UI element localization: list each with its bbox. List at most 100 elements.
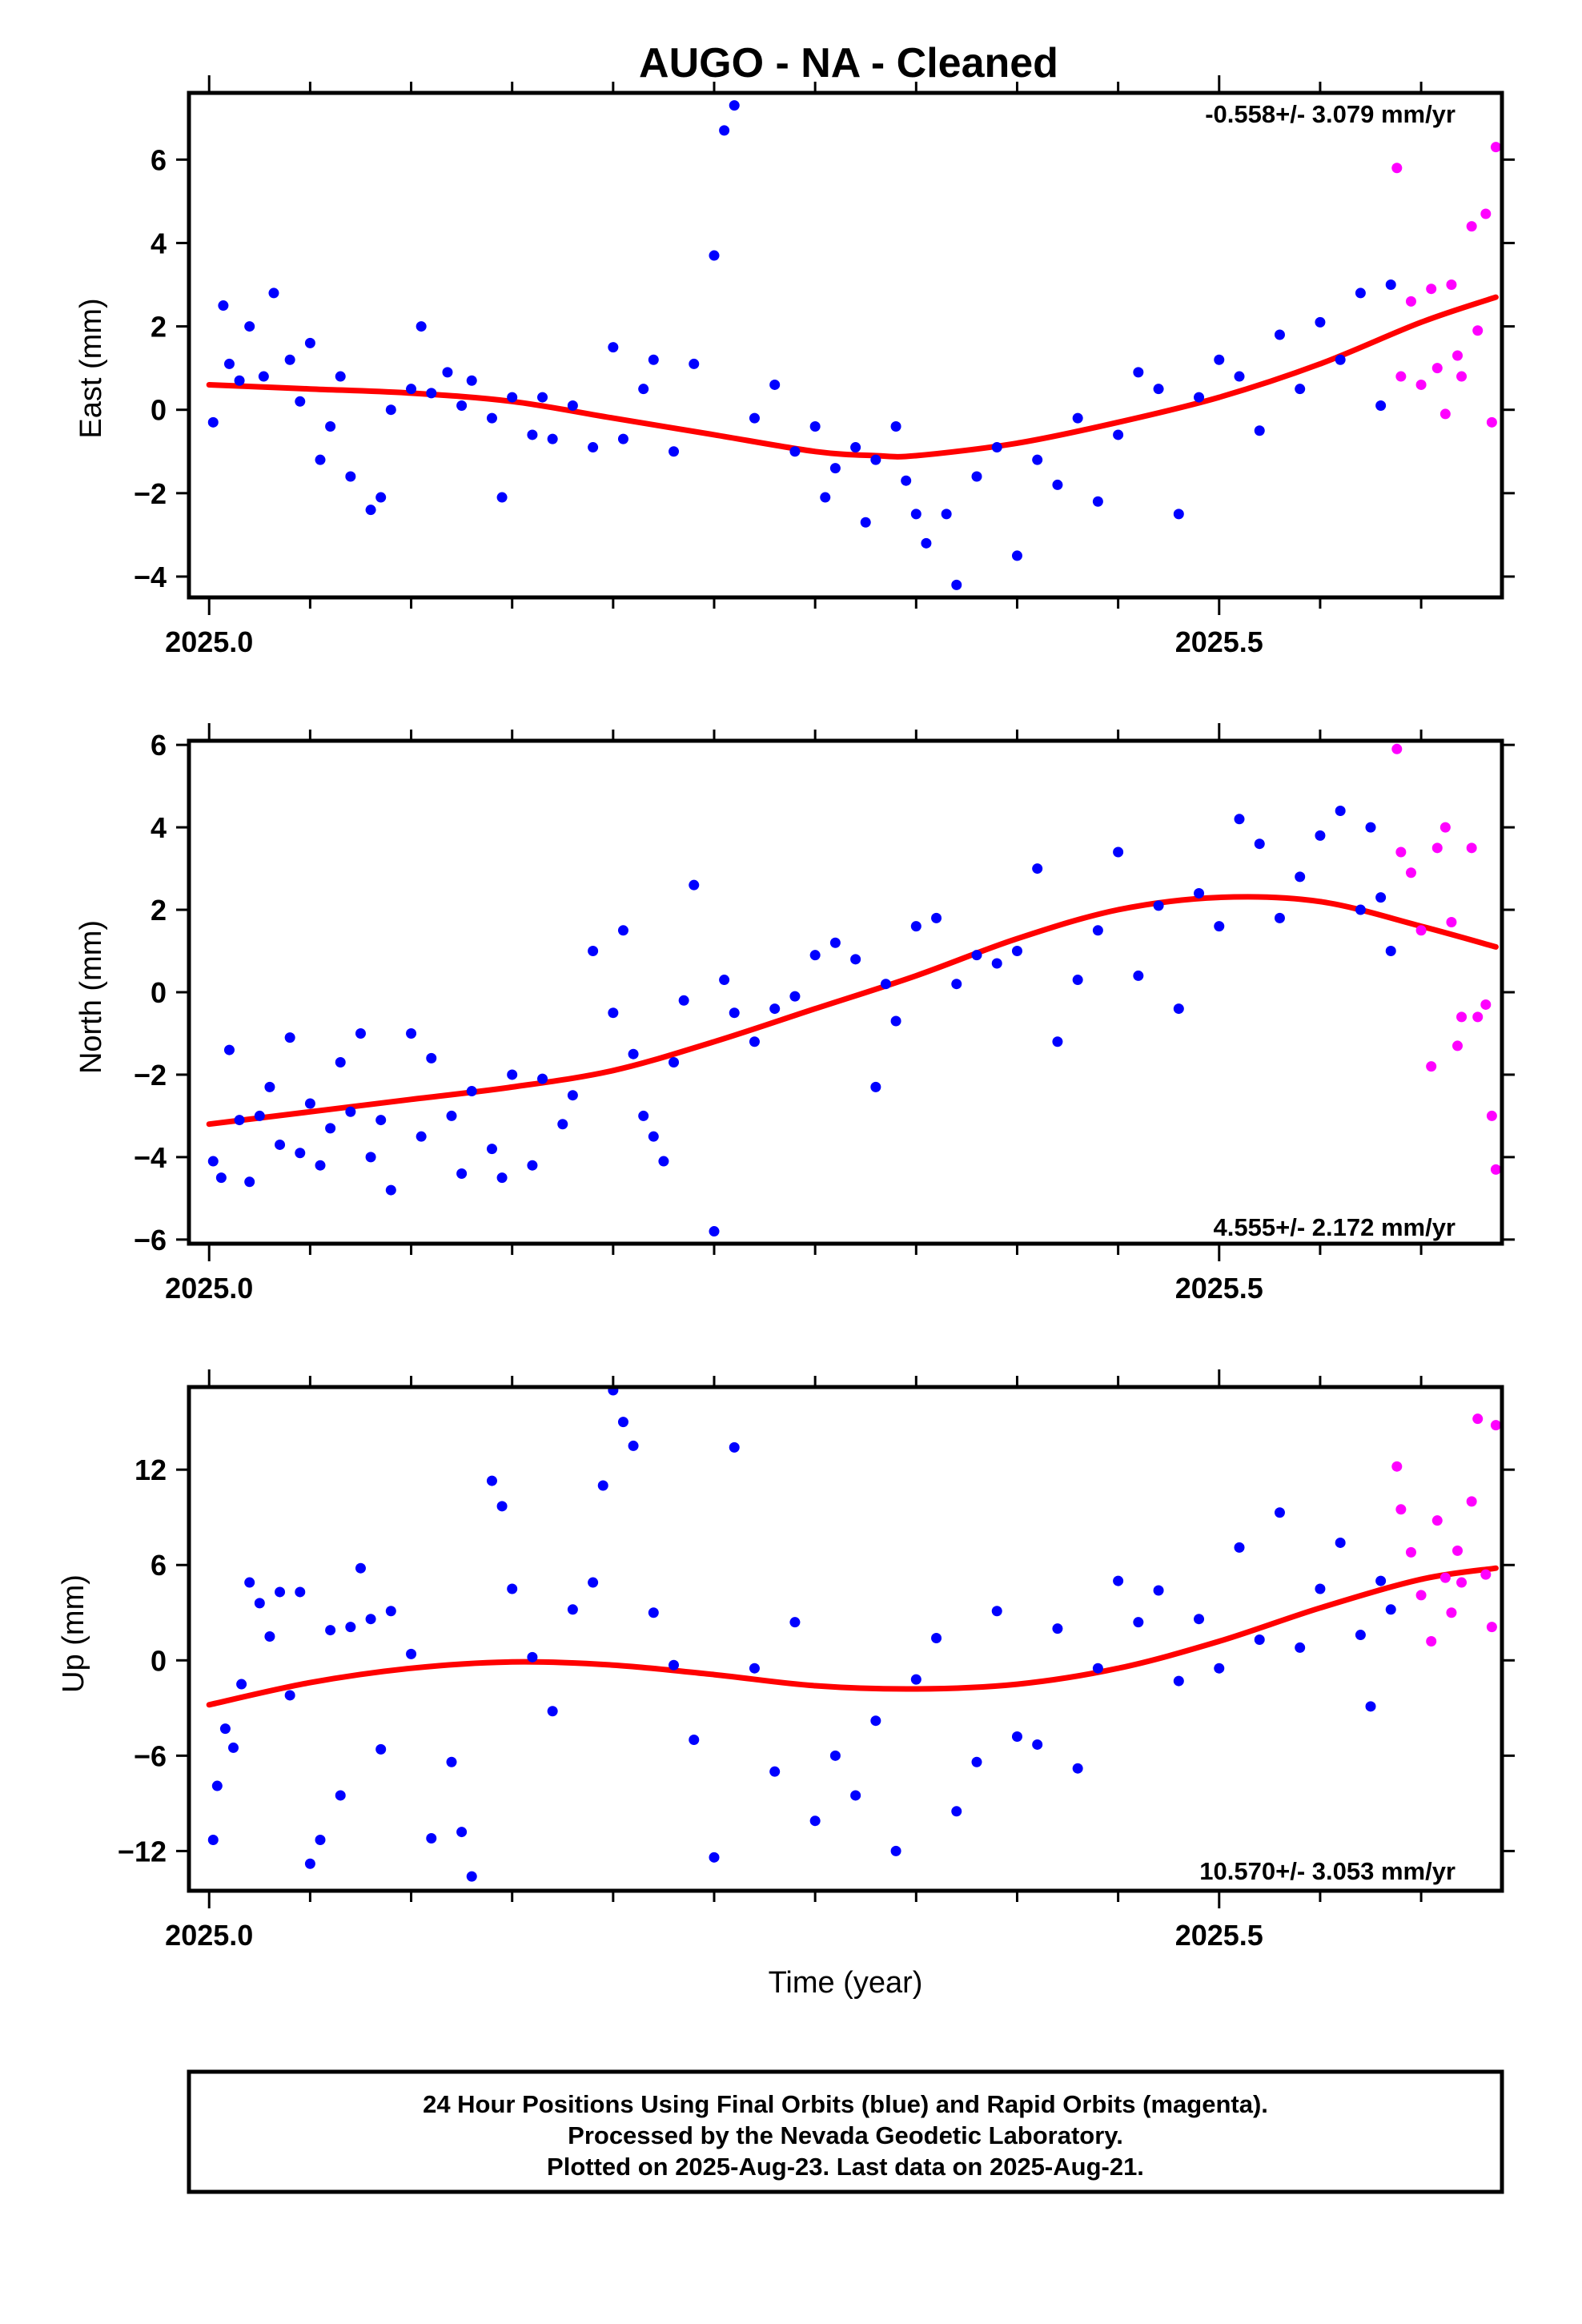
east-final-point [689,358,700,369]
north-final-point [1214,921,1225,932]
up-y-tick-label: 12 [135,1454,167,1486]
up-x-tick-label: 2025.0 [165,1919,253,1952]
east-x-tick-label: 2025.5 [1175,625,1263,658]
north-final-point [809,950,821,961]
east-final-point [1274,329,1285,340]
up-final-point [1295,1642,1306,1653]
north-final-point [1194,887,1205,899]
up-final-point [284,1690,295,1701]
north-final-point [234,1115,245,1126]
east-final-point [268,287,279,299]
north-final-point [406,1027,417,1039]
north-rapid-point [1391,743,1403,754]
caption-line-2: Processed by the Nevada Geodetic Laborat… [568,2121,1123,2149]
north-final-point [304,1098,315,1109]
north-final-point [729,1007,740,1019]
east-final-point [223,358,235,369]
north-final-point [951,979,962,990]
up-final-point [1315,1583,1326,1594]
north-final-point [829,937,841,948]
north-x-tick-label: 2025.5 [1175,1272,1263,1305]
up-final-point [789,1617,801,1628]
east-final-point [284,354,295,365]
east-final-point [1194,392,1205,403]
up-final-point [228,1742,239,1753]
east-final-point [385,404,396,416]
north-final-point [850,954,861,965]
north-y-tick-label: 4 [151,811,167,844]
north-axes: 2025.0 2025.5 −6 −4 −2 0 2 4 6 [134,723,1515,1305]
east-final-point [991,442,1002,453]
up-axis-label: Up (mm) [57,1574,90,1693]
up-rapid-point [1395,1504,1407,1515]
east-final-point [527,429,538,440]
north-final-point [769,1003,781,1015]
east-final-point [207,416,219,428]
north-y-tick-label: −6 [134,1224,167,1256]
east-final-point [1153,384,1164,395]
east-final-point [860,517,871,528]
up-final-point [345,1622,356,1633]
east-rapid-point [1480,208,1492,219]
up-rapid-point [1391,1461,1403,1472]
caption-box [187,2069,1504,2194]
east-final-point [870,454,881,465]
north-final-point [557,1119,568,1130]
east-y-tick-label: −2 [134,477,167,510]
east-final-point [719,125,730,136]
up-rapid-point [1486,1622,1497,1633]
up-final-point [951,1806,962,1817]
north-rapid-point [1415,925,1427,936]
north-final-point [466,1086,477,1097]
north-fit-curve [206,894,1499,1128]
east-axis-label: East (mm) [74,298,108,438]
north-final-point [1385,946,1396,957]
east-final-point [910,509,921,520]
up-final-point [597,1480,608,1491]
north-final-point [1295,871,1306,883]
north-final-point [223,1044,235,1055]
up-panel: 2025.0 2025.5 −12 −6 0 6 12 Up (mm) 10.570+/- … [57,1369,1515,1952]
north-final-point [335,1057,346,1068]
up-final-point [1092,1663,1103,1674]
north-final-point [325,1123,336,1134]
east-final-point [729,100,740,111]
east-final-point [1295,384,1306,395]
east-final-point [941,509,952,520]
up-final-point [275,1586,286,1598]
east-rapid-point [1431,363,1443,374]
north-fit-layer [206,894,1499,1128]
east-final-point [304,337,315,348]
north-final-point [1133,970,1144,981]
north-final-point [1335,806,1346,817]
up-final-point [567,1604,578,1615]
north-rapid-point [1466,842,1477,854]
east-final-point [1254,425,1265,436]
east-final-point [1092,496,1103,507]
north-rapid-point [1480,999,1492,1010]
east-final-point [850,442,861,453]
north-final-point [880,979,891,990]
north-final-point [567,1090,578,1101]
east-final-point [295,396,306,407]
east-final-point [1355,287,1366,299]
north-final-point [709,1226,720,1237]
up-final-point [325,1625,336,1636]
up-plot-frame [187,1385,1504,1893]
east-rapid-point [1490,142,1501,153]
east-x-tick-label: 2025.0 [165,625,253,658]
north-final-point [496,1172,508,1184]
north-plot-frame [187,738,1504,1246]
up-final-point [426,1833,437,1844]
east-final-point [1052,479,1063,490]
up-final-point [1173,1675,1184,1687]
north-final-point [416,1131,427,1142]
north-final-point [365,1152,376,1163]
up-final-point [1254,1634,1265,1645]
east-final-point [809,421,821,432]
north-final-point [1254,838,1265,850]
north-final-point [375,1115,387,1126]
north-final-point [749,1036,760,1047]
north-axis-label: North (mm) [74,920,108,1074]
up-final-point [1113,1575,1124,1586]
